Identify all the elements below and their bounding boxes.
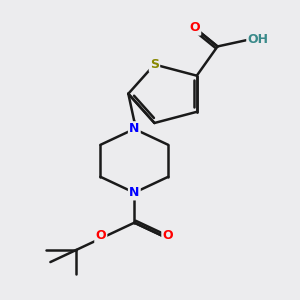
Text: N: N	[129, 186, 140, 199]
Text: OH: OH	[248, 33, 268, 46]
Text: O: O	[163, 229, 173, 242]
Text: O: O	[95, 229, 106, 242]
Text: O: O	[189, 21, 200, 34]
Text: S: S	[150, 58, 159, 71]
Text: N: N	[129, 122, 140, 135]
